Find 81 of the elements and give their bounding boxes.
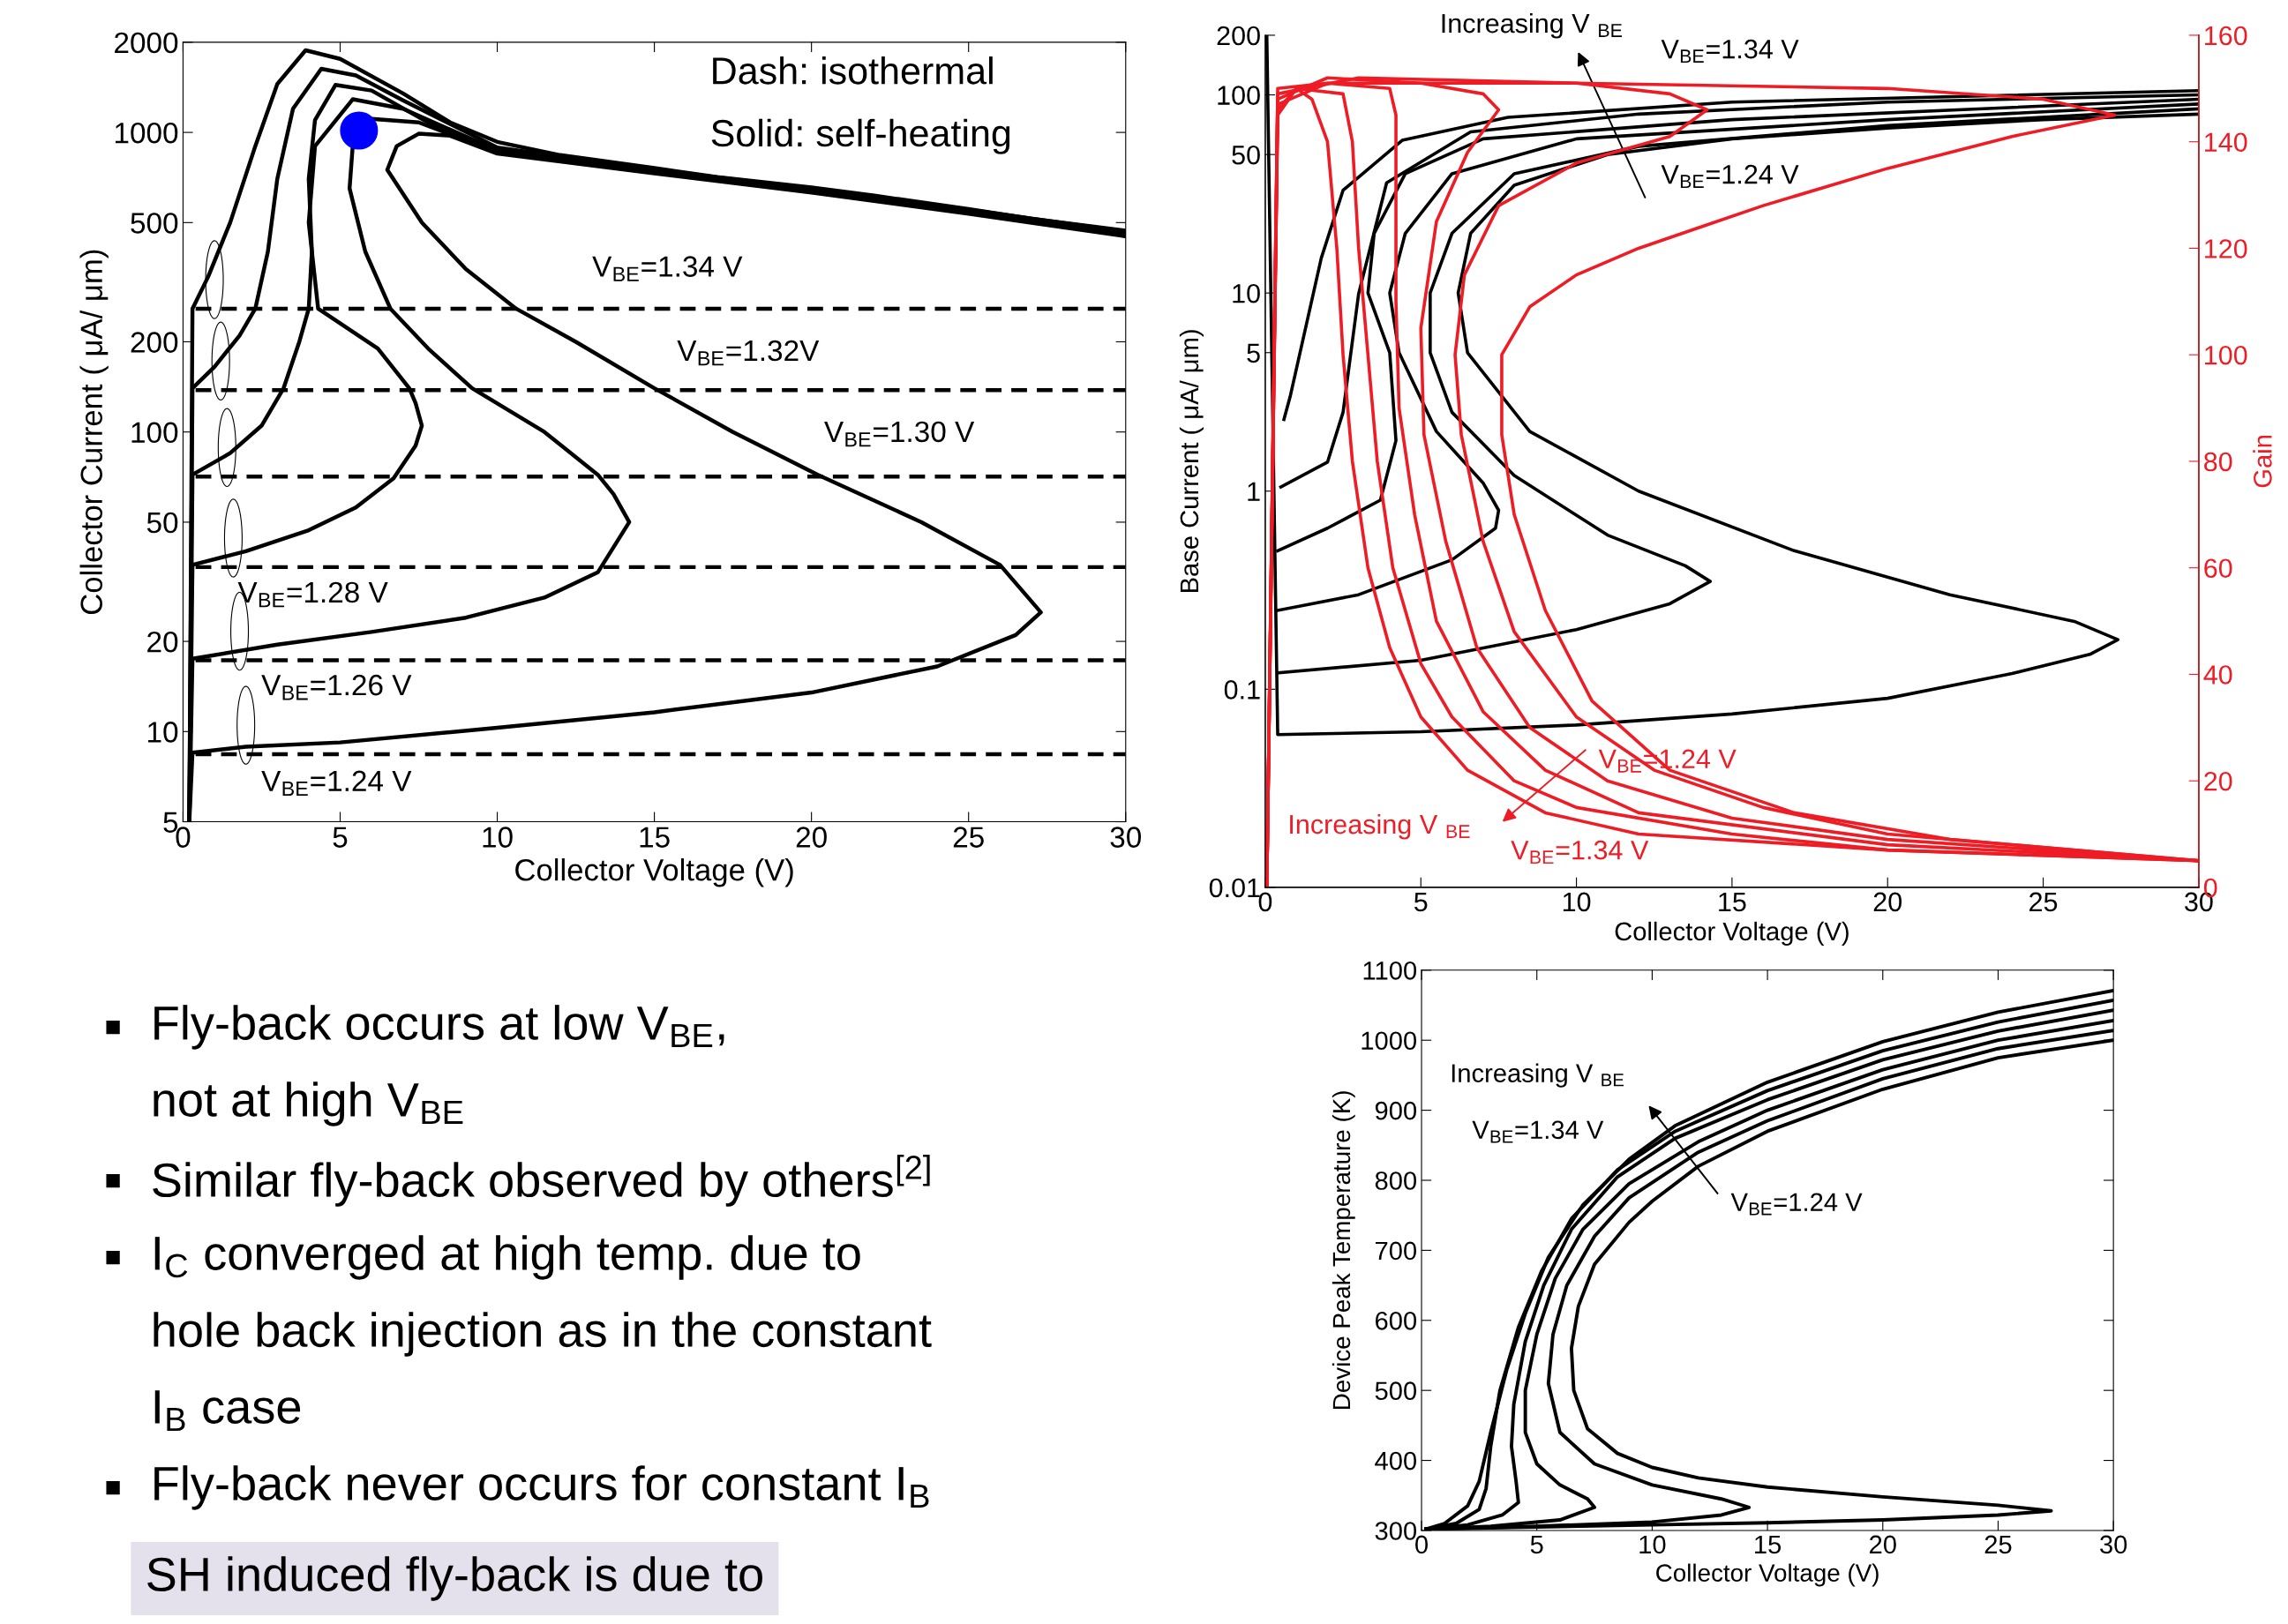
y-tick-label: 200 <box>131 332 178 353</box>
annotation: V$_{BE}$=1.24 V <box>1730 1193 1863 1216</box>
x-tick-label: 20 <box>1870 1535 1896 1554</box>
y-axis-title: Base Current ( μA/ μm) <box>1179 330 1204 593</box>
y-tick-label: 300 <box>1375 1522 1417 1540</box>
y-tick-label: 5 <box>163 812 178 833</box>
y-tick-label: 400 <box>1375 1451 1417 1471</box>
annotation: V$_{BE}$=1.34 V <box>1661 39 1799 63</box>
x-axis-title: Collector Voltage (V) <box>1615 921 1849 947</box>
x-tick-label: 15 <box>1755 1535 1782 1554</box>
x-tick-label: 15 <box>1719 892 1746 912</box>
y-tick-label: 0.1 <box>1224 680 1260 700</box>
y2-tick-label: 100 <box>2205 345 2247 365</box>
x-axis-title: Collector Voltage (V) <box>515 858 793 887</box>
y2-tick-label: 20 <box>2204 771 2232 791</box>
x-tick-label: 25 <box>1984 1535 2012 1554</box>
y-axis-title: Device Peak Temperature (K) <box>1332 1091 1355 1410</box>
x-axis-title: Collector Voltage (V) <box>1656 1563 1879 1587</box>
y-tick-label: 900 <box>1375 1101 1417 1120</box>
annotation: Increasing V $_{BE}$ <box>1290 813 1470 840</box>
y-tick-label: 5 <box>1247 343 1260 363</box>
y2-tick-label: 160 <box>2205 26 2247 46</box>
y2-tick-label: 40 <box>2203 665 2232 685</box>
y-tick-label: 200 <box>1217 26 1260 46</box>
annotation: Increasing V $_{BE}$ <box>1442 12 1622 39</box>
text: I$_{C}$ converged at high temp. due to hole back injection as in the constant I$_{B}$ case <box>154 1235 932 1432</box>
x-tick-label: 0 <box>1415 1535 1428 1554</box>
y2-axis-title: Gain <box>2253 436 2272 488</box>
x-tick-label: 25 <box>953 827 984 848</box>
annotation: V$_{BE}$=1.26 V <box>261 674 412 700</box>
x-tick-label: 20 <box>1873 892 1902 912</box>
y2-tick-label: 60 <box>2204 558 2232 579</box>
text: SH induced fly-back is due to <box>147 1556 762 1601</box>
text: Fly-back never occurs for constant I$_{B}$ <box>154 1465 929 1510</box>
annotation: Increasing V $_{BE}$ <box>1452 1063 1624 1088</box>
x-tick-label: 25 <box>2029 892 2058 912</box>
y2-tick-label: 140 <box>2205 132 2247 153</box>
y-tick-label: 100 <box>1218 86 1260 105</box>
annotation: V$_{BE}$=1.32V <box>677 340 820 366</box>
x-tick-label: 0 <box>176 827 191 848</box>
y-tick-label: 1100 <box>1363 962 1417 980</box>
annotation: V$_{BE}$=1.24 V <box>1661 164 1799 188</box>
y-tick-label: 10 <box>148 722 178 743</box>
y-tick-label: 1000 <box>115 122 178 144</box>
x-tick-label: 10 <box>483 827 513 848</box>
x-tick-label: 30 <box>2100 1535 2127 1554</box>
x-tick-label: 5 <box>333 827 348 848</box>
annotation: V$_{BE}$=1.34 V <box>592 256 743 281</box>
y-tick-label: 600 <box>1375 1311 1417 1330</box>
text: Similar fly-back observed by others$^{[2]}$ <box>153 1155 930 1207</box>
y-tick-label: 700 <box>1376 1241 1417 1261</box>
y-tick-label: 20 <box>147 631 178 653</box>
x-tick-label: 5 <box>1530 1535 1543 1554</box>
x-tick-label: 10 <box>1563 892 1591 912</box>
y-tick-label: 10 <box>1233 283 1260 303</box>
y-tick-label: 1 <box>1248 482 1260 501</box>
y-axis-title: Collector Current ( μA/ μm) <box>79 250 109 615</box>
text: Fly-back occurs at low V$_{BE}$, not at high V$_{BE}$ <box>154 1005 724 1126</box>
y2-tick-label: 120 <box>2205 239 2247 258</box>
annotation: V$_{BE}$=1.30 V <box>824 421 975 447</box>
y2-tick-label: 80 <box>2204 452 2232 472</box>
y-tick-label: 500 <box>1375 1381 1417 1401</box>
y-tick-label: 50 <box>1232 145 1260 165</box>
x-tick-label: 15 <box>640 827 670 848</box>
x-tick-label: 20 <box>796 827 827 848</box>
x-tick-label: 10 <box>1639 1535 1666 1554</box>
y-tick-label: 0.01 <box>1209 878 1260 898</box>
annotation: V$_{BE}$=1.28 V <box>237 581 388 608</box>
y-tick-label: 800 <box>1375 1171 1417 1190</box>
annotation: V$_{BE}$=1.34 V <box>1472 1120 1604 1143</box>
y-tick-label: 1000 <box>1362 1031 1417 1051</box>
annotation: V$_{BE}$=1.24 V <box>261 770 412 797</box>
y-tick-label: 2000 <box>115 32 178 54</box>
y-tick-label: 500 <box>131 213 178 234</box>
y-tick-label: 100 <box>131 422 178 444</box>
y-tick-label: 50 <box>146 512 178 534</box>
x-tick-label: 0 <box>1258 892 1272 912</box>
annotation: Solid: self-heating <box>711 118 1010 154</box>
annotation: Dash: isothermal <box>713 56 993 85</box>
annotation: V$_{BE}$=1.34 V <box>1511 840 1649 864</box>
x-tick-label: 30 <box>1110 827 1141 848</box>
